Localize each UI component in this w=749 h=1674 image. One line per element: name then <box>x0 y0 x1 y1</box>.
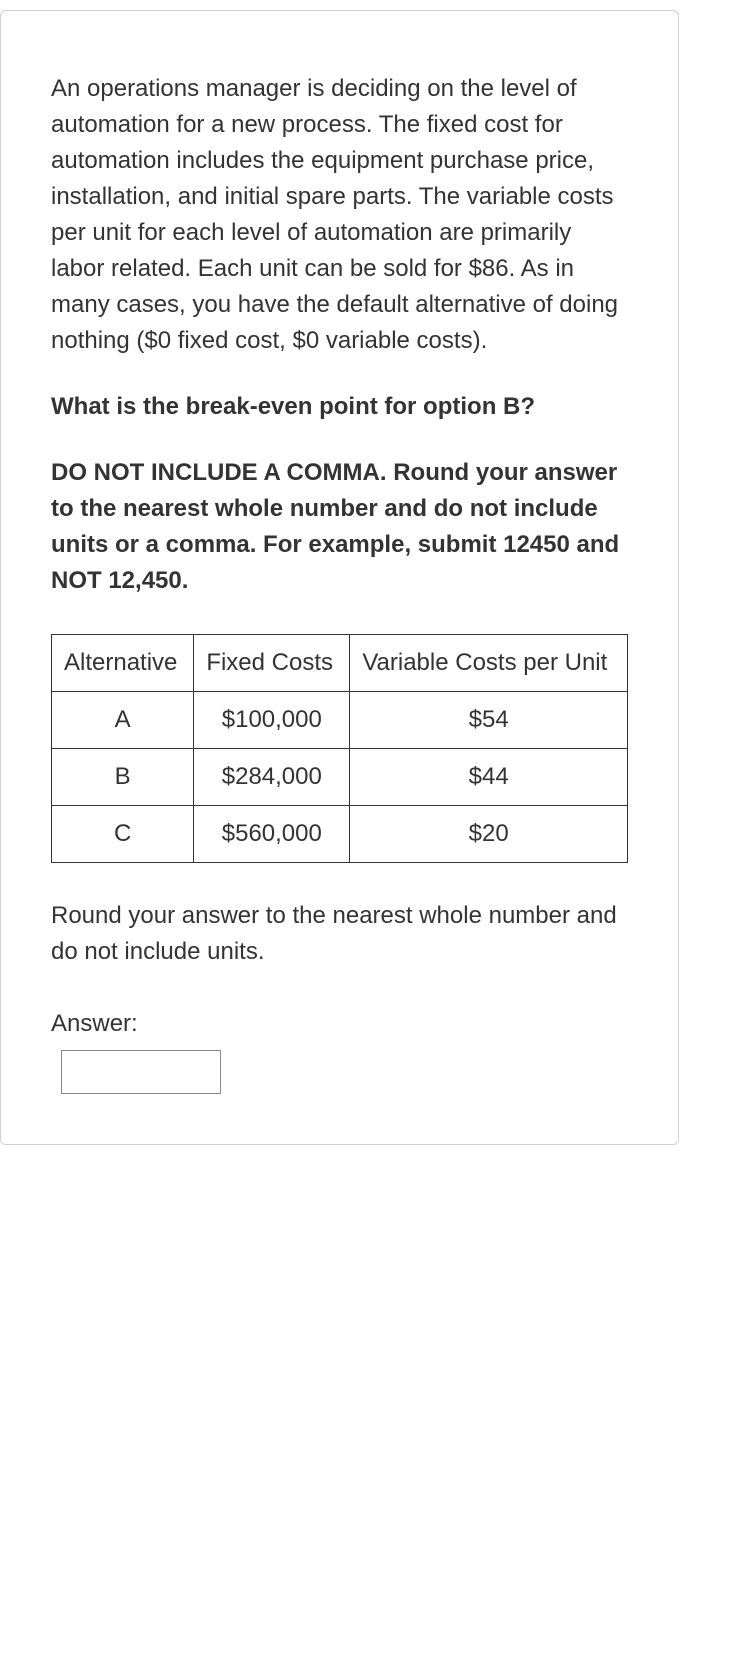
instruction-paragraph: DO NOT INCLUDE A COMMA. Round your answe… <box>51 455 628 599</box>
footer-paragraph: Round your answer to the nearest whole n… <box>51 898 628 970</box>
cell-alt-b: B <box>52 749 194 806</box>
table-header-row: Alternative Fixed Costs Variable Costs p… <box>52 635 628 692</box>
data-table: Alternative Fixed Costs Variable Costs p… <box>51 634 628 863</box>
intro-paragraph: An operations manager is deciding on the… <box>51 71 628 359</box>
cell-var-c: $20 <box>350 806 628 863</box>
cell-fixed-b: $284,000 <box>194 749 350 806</box>
question-paragraph: What is the break-even point for option … <box>51 389 628 425</box>
cell-fixed-a: $100,000 <box>194 692 350 749</box>
cell-alt-a: A <box>52 692 194 749</box>
table-row: B $284,000 $44 <box>52 749 628 806</box>
answer-section: Answer: <box>51 1010 628 1094</box>
header-variable-costs: Variable Costs per Unit <box>350 635 628 692</box>
table-row: A $100,000 $54 <box>52 692 628 749</box>
question-card: An operations manager is deciding on the… <box>0 10 679 1145</box>
cell-var-a: $54 <box>350 692 628 749</box>
cell-alt-c: C <box>52 806 194 863</box>
answer-label: Answer: <box>51 1010 628 1038</box>
header-alternative: Alternative <box>52 635 194 692</box>
cell-fixed-c: $560,000 <box>194 806 350 863</box>
header-fixed-costs: Fixed Costs <box>194 635 350 692</box>
answer-input[interactable] <box>61 1050 221 1094</box>
cell-var-b: $44 <box>350 749 628 806</box>
table-row: C $560,000 $20 <box>52 806 628 863</box>
